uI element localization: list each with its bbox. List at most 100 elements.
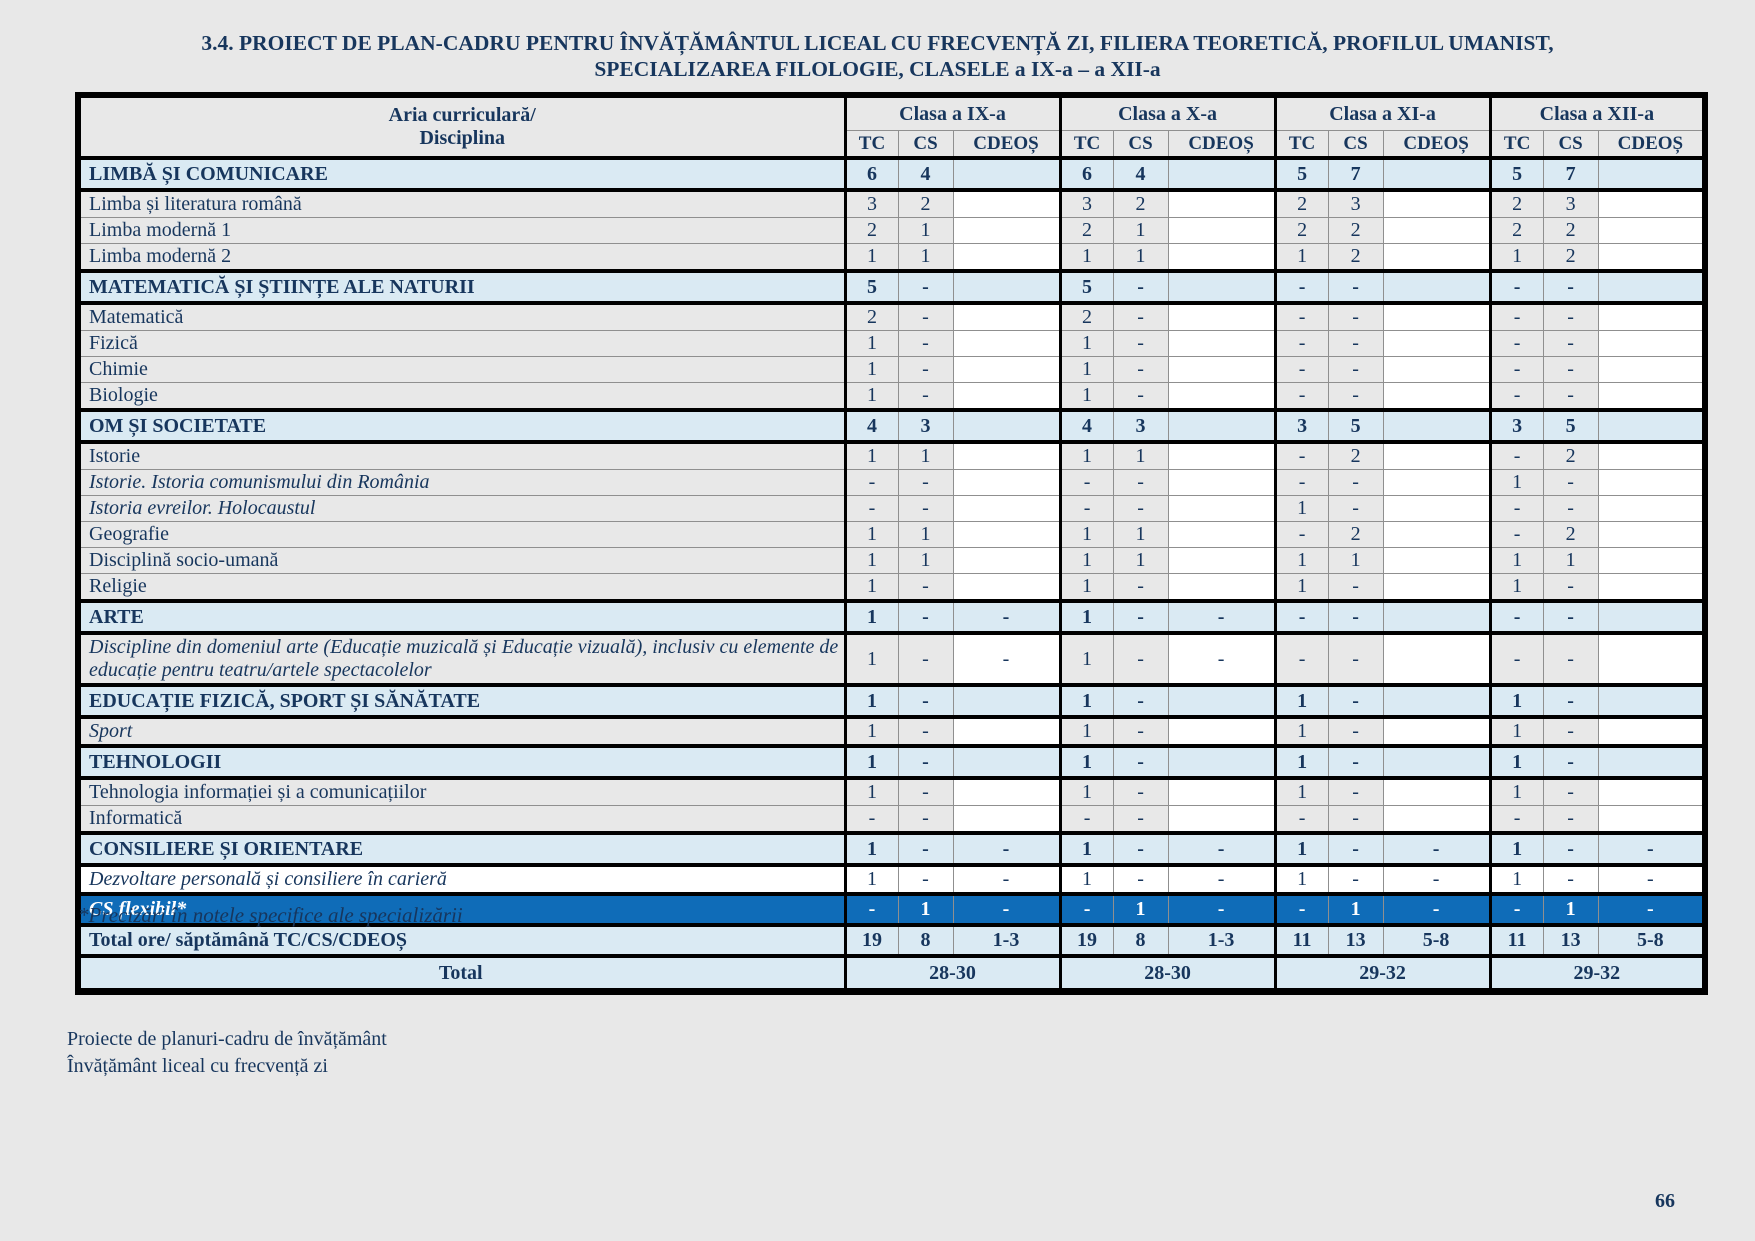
table-cell: - xyxy=(1542,715,1599,747)
table-cell: - xyxy=(1167,631,1276,686)
table-cell xyxy=(1382,805,1491,834)
table-cell xyxy=(1167,188,1276,218)
table-cell: 1 xyxy=(843,440,899,470)
table-cell xyxy=(1382,599,1491,634)
table-cell: 5-8 xyxy=(1597,923,1706,957)
table-cell: 5 xyxy=(1273,156,1329,191)
table-row: Dezvoltare personală și consiliere în ca… xyxy=(77,863,1706,895)
table-cell: 1 xyxy=(1058,683,1114,718)
table-cell xyxy=(1597,521,1706,548)
table-cell: - xyxy=(1273,469,1329,496)
table-cell: 1 xyxy=(897,892,954,926)
table-cell xyxy=(952,495,1061,522)
table-cell: - xyxy=(1327,631,1384,686)
table-cell: - xyxy=(1273,440,1329,470)
row-label: Limba și literatura română xyxy=(77,188,846,218)
table-cell xyxy=(1382,683,1491,718)
table-cell: - xyxy=(1542,495,1599,522)
table-cell: 1 xyxy=(1058,382,1114,411)
table-cell: 2 xyxy=(843,217,899,244)
table-cell: - xyxy=(1327,805,1384,834)
table-cell: 1 xyxy=(843,521,899,548)
table-cell: - xyxy=(1112,599,1169,634)
table-cell: 19 xyxy=(843,923,899,957)
table-row: OM ȘI SOCIETATE 4 3 4 3 3 5 3 5 xyxy=(77,408,1706,443)
table-cell: 1 xyxy=(1112,892,1169,926)
table-cell: 1 xyxy=(843,573,899,602)
table-cell: 2 xyxy=(1327,521,1384,548)
table-cell: - xyxy=(1542,469,1599,496)
table-cell: - xyxy=(1542,269,1599,304)
table-cell: - xyxy=(1488,440,1544,470)
table-cell xyxy=(1382,330,1491,357)
sub-header-0-cs: CS xyxy=(897,130,954,159)
table-cell: - xyxy=(952,599,1061,634)
table-cell: - xyxy=(897,269,954,304)
table-row: ARTE 1- -1- - - - - - xyxy=(77,599,1706,634)
table-cell: 1 xyxy=(1542,547,1599,574)
table-row: TEHNOLOGII 1-1-1-1- xyxy=(77,744,1706,779)
table-cell: - xyxy=(1327,715,1384,747)
table-row: Informatică - - - - - - - - xyxy=(77,805,1706,834)
table-cell xyxy=(1167,683,1276,718)
class-header-1: Clasa a X-a xyxy=(1058,94,1276,131)
row-label: LIMBĂ ȘI COMUNICARE xyxy=(77,156,846,191)
table-cell: 1 xyxy=(1327,547,1384,574)
table-cell: 11 xyxy=(1488,923,1544,957)
table-cell: - xyxy=(1112,469,1169,496)
table-cell: 1 xyxy=(1058,440,1114,470)
table-cell xyxy=(1382,440,1491,470)
table-cell xyxy=(952,217,1061,244)
table-cell: 5 xyxy=(843,269,899,304)
table-cell: - xyxy=(1382,831,1491,866)
table-cell: - xyxy=(843,892,899,926)
table-cell: - xyxy=(1488,631,1544,686)
sub-header-0-tc: TC xyxy=(843,130,899,159)
table-cell: - xyxy=(1488,805,1544,834)
table-cell: 2 xyxy=(1058,217,1114,244)
table-cell: - xyxy=(1112,631,1169,686)
table-cell: - xyxy=(1488,382,1544,411)
footnote: *Precizări în notele specifice ale speci… xyxy=(78,903,463,927)
table-cell: 1 xyxy=(843,599,899,634)
table-cell: 1 xyxy=(1058,831,1114,866)
table-cell: - xyxy=(1273,269,1329,304)
table-cell xyxy=(1382,469,1491,496)
grand-total-cell-1: 28-30 xyxy=(1058,954,1276,992)
sub-header-1-cs: CS xyxy=(1112,130,1169,159)
table-cell xyxy=(952,776,1061,806)
table-cell: - xyxy=(897,330,954,357)
table-cell: - xyxy=(1327,330,1384,357)
table-cell: - xyxy=(1488,330,1544,357)
table-cell: 1 xyxy=(897,217,954,244)
table-cell xyxy=(1167,269,1276,304)
table-row: Geografie 1 1 1 1-2-2 xyxy=(77,521,1706,548)
table-cell: - xyxy=(1112,831,1169,866)
row-label: Istorie. Istoria comunismului din Români… xyxy=(77,469,846,496)
row-label: ARTE xyxy=(77,599,846,634)
table-cell: - xyxy=(1273,892,1329,926)
row-label: Geografie xyxy=(77,521,846,548)
row-label: Religie xyxy=(77,573,846,602)
table-cell xyxy=(1382,356,1491,383)
sub-header-2-cdeoș: CDEOȘ xyxy=(1382,130,1491,159)
table-cell: - xyxy=(1112,683,1169,718)
table-cell: - xyxy=(1112,269,1169,304)
table-cell xyxy=(1597,715,1706,747)
table-cell xyxy=(1597,269,1706,304)
table-cell: 1 xyxy=(1058,599,1114,634)
table-cell xyxy=(1167,330,1276,357)
table-cell: - xyxy=(897,469,954,496)
table-cell: 1 xyxy=(1058,243,1114,272)
table-cell xyxy=(1597,356,1706,383)
table-body: LIMBĂ ȘI COMUNICARE 6 4 6 4 5 7 5 7 Limba și lite… xyxy=(77,156,1706,992)
table-row: MATEMATICĂ ȘI ȘTIINȚE ALE NATURII 5-5- - - -… xyxy=(77,269,1706,304)
table-cell xyxy=(1382,573,1491,602)
row-label: Discipline din domeniul arte (Educație m… xyxy=(77,631,846,686)
table-cell xyxy=(1597,330,1706,357)
table-cell: 2 xyxy=(1058,301,1114,331)
corner-header-line2: Disciplina xyxy=(419,127,506,149)
table-cell: - xyxy=(1112,744,1169,779)
table-cell: 1 xyxy=(843,382,899,411)
table-cell xyxy=(1167,573,1276,602)
